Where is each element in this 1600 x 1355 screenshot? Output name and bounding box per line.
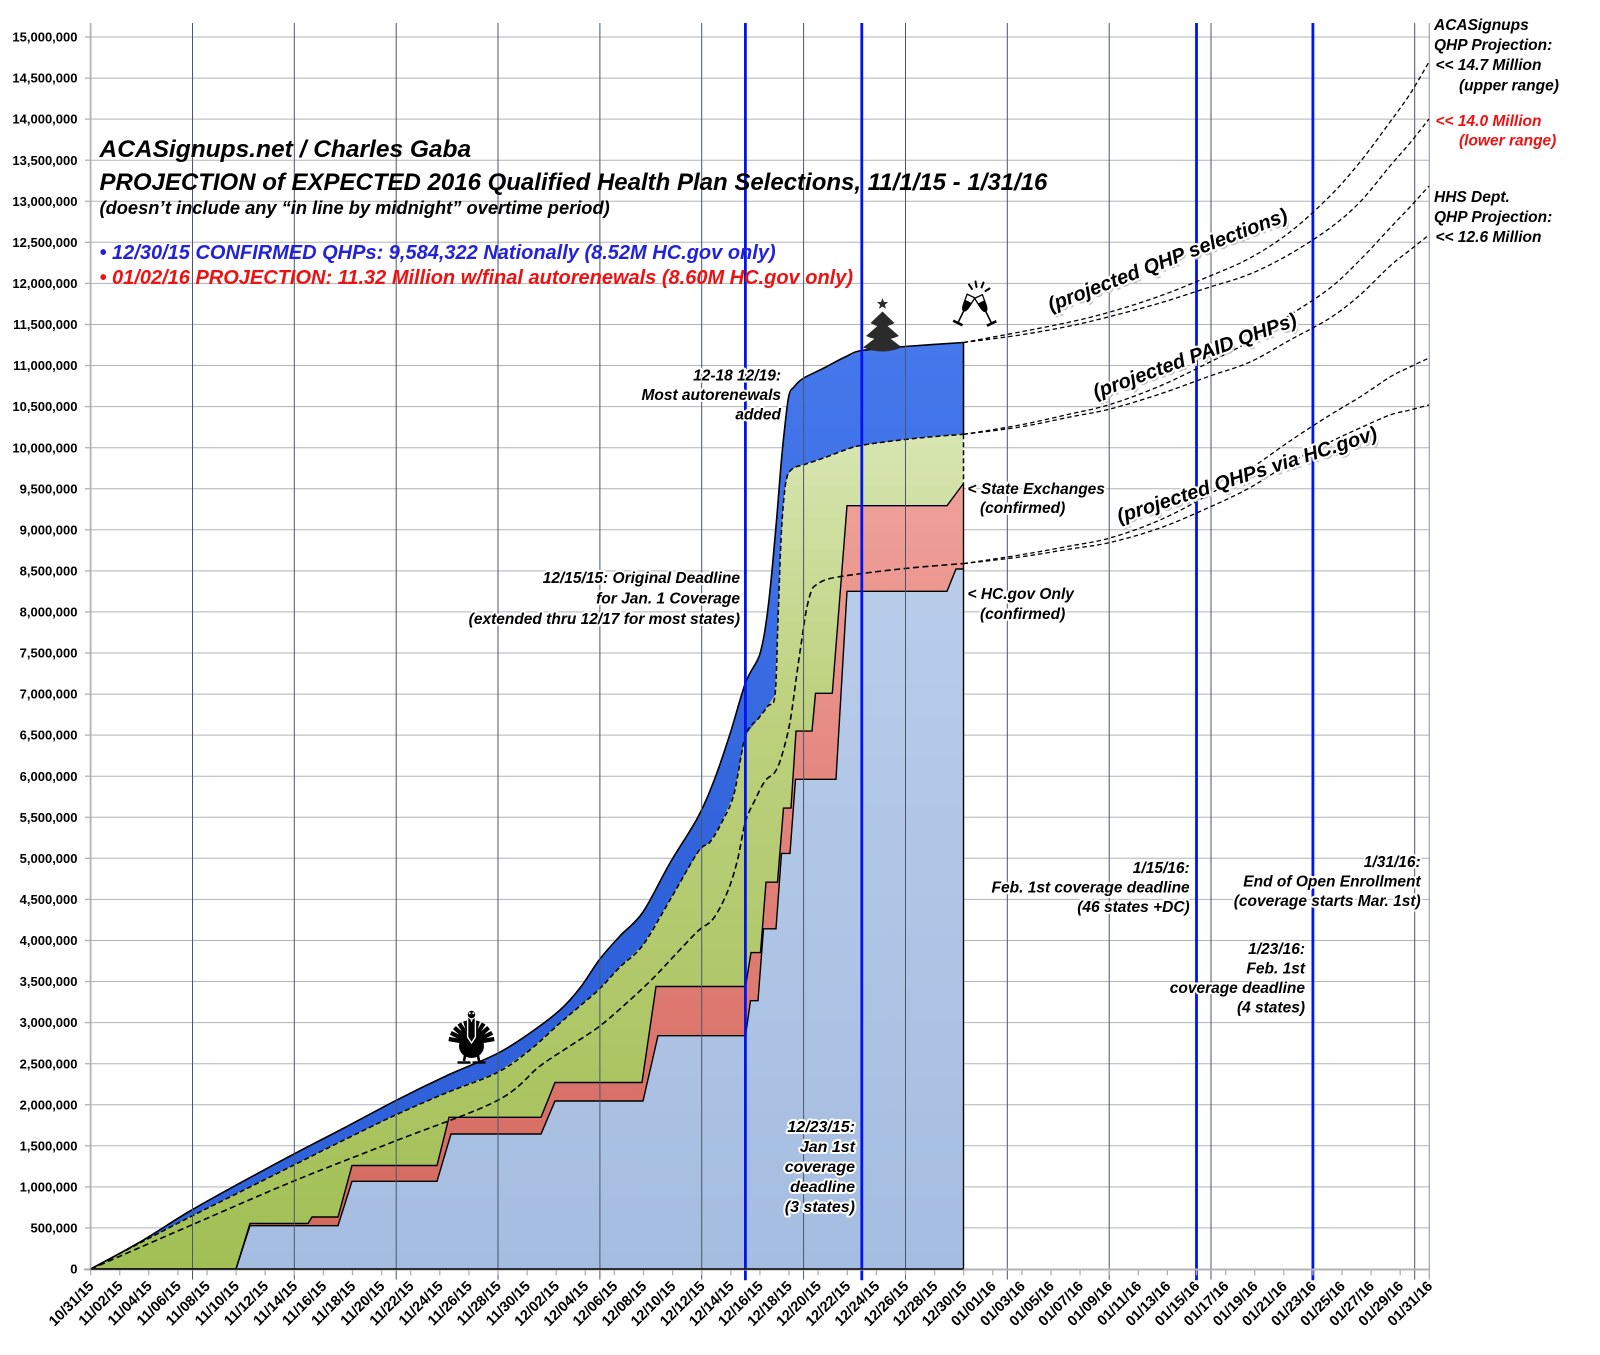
svg-text:ACASignups.net / Charles Gaba: ACASignups.net / Charles Gaba (99, 136, 472, 163)
svg-text:1/31/16:: 1/31/16: (1364, 854, 1421, 871)
svg-text:12,000,000: 12,000,000 (12, 276, 77, 291)
svg-text:0: 0 (70, 1262, 77, 1277)
svg-text:for Jan. 1 Coverage: for Jan. 1 Coverage (596, 590, 740, 607)
svg-text:(confirmed): (confirmed) (980, 606, 1065, 623)
svg-text:5,000,000: 5,000,000 (20, 851, 78, 866)
svg-text:Most autorenewals: Most autorenewals (641, 387, 781, 404)
svg-text:12,500,000: 12,500,000 (12, 235, 77, 250)
svg-text:deadline: deadline (790, 1179, 855, 1196)
svg-text:15,000,000: 15,000,000 (12, 30, 77, 45)
svg-text:13,500,000: 13,500,000 (12, 153, 77, 168)
svg-text:Jan 1st: Jan 1st (800, 1139, 856, 1156)
svg-text:12/15/15: Original Deadline: 12/15/15: Original Deadline (543, 570, 741, 587)
svg-text:HHS Dept.: HHS Dept. (1434, 189, 1510, 206)
svg-text:9,000,000: 9,000,000 (20, 522, 78, 537)
svg-text:(46 states +DC): (46 states +DC) (1077, 899, 1189, 916)
svg-text:3,000,000: 3,000,000 (20, 1015, 78, 1030)
svg-text:500,000: 500,000 (31, 1221, 78, 1236)
svg-text:5,500,000: 5,500,000 (20, 810, 78, 825)
svg-text:< State Exchanges: < State Exchanges (968, 481, 1106, 498)
svg-text:1,000,000: 1,000,000 (20, 1180, 78, 1195)
svg-text:1/15/16:: 1/15/16: (1133, 860, 1190, 877)
svg-text:ACASignups: ACASignups (1433, 17, 1529, 34)
svg-text:2,000,000: 2,000,000 (20, 1097, 78, 1112)
svg-text:added: added (735, 407, 781, 424)
svg-text:7,500,000: 7,500,000 (20, 646, 78, 661)
svg-text:<< 14.7 Million: << 14.7 Million (1436, 57, 1542, 74)
svg-text:(lower range): (lower range) (1459, 133, 1556, 150)
svg-text:6,500,000: 6,500,000 (20, 728, 78, 743)
svg-text:coverage: coverage (785, 1159, 855, 1176)
svg-text:11,000,000: 11,000,000 (13, 358, 77, 373)
svg-text:PROJECTION of EXPECTED 2016 Qu: PROJECTION of EXPECTED 2016 Qualified He… (100, 169, 1049, 196)
svg-text:< HC.gov Only: < HC.gov Only (968, 586, 1076, 603)
svg-text:• 01/02/16 PROJECTION: 11.32 M: • 01/02/16 PROJECTION: 11.32 Million w/f… (100, 267, 854, 289)
svg-text:10,500,000: 10,500,000 (12, 399, 77, 414)
svg-text:12-18 12/19:: 12-18 12/19: (693, 368, 781, 385)
svg-text:6,000,000: 6,000,000 (20, 769, 78, 784)
svg-text:11,500,000: 11,500,000 (13, 317, 77, 332)
svg-text:• 12/30/15 CONFIRMED QHPs: 9,5: • 12/30/15 CONFIRMED QHPs: 9,584,322 Nat… (100, 242, 776, 264)
svg-text:(confirmed): (confirmed) (980, 500, 1065, 517)
svg-text:3,500,000: 3,500,000 (20, 974, 78, 989)
svg-text:(extended thru 12/17 for most: (extended thru 12/17 for most states) (469, 611, 740, 628)
svg-text:14,000,000: 14,000,000 (12, 112, 77, 127)
svg-text:4,000,000: 4,000,000 (20, 933, 78, 948)
svg-text:QHP Projection:: QHP Projection: (1434, 37, 1552, 54)
svg-text:QHP Projection:: QHP Projection: (1434, 209, 1552, 226)
svg-text:(3 states): (3 states) (785, 1199, 855, 1216)
svg-text:(4 states): (4 states) (1237, 1000, 1305, 1017)
svg-text:12/23/15:: 12/23/15: (787, 1119, 855, 1136)
svg-text:8,000,000: 8,000,000 (20, 605, 78, 620)
svg-text:13,000,000: 13,000,000 (12, 194, 77, 209)
svg-text:1,500,000: 1,500,000 (20, 1138, 78, 1153)
svg-text:<< 12.6 Million: << 12.6 Million (1436, 229, 1542, 246)
svg-text:2,500,000: 2,500,000 (20, 1056, 78, 1071)
svg-text:8,500,000: 8,500,000 (20, 564, 78, 579)
svg-text:4,500,000: 4,500,000 (20, 892, 78, 907)
svg-text:Feb. 1st: Feb. 1st (1246, 961, 1305, 978)
svg-text:(coverage starts Mar. 1st): (coverage starts Mar. 1st) (1234, 893, 1421, 910)
svg-text:Feb. 1st coverage deadline: Feb. 1st coverage deadline (992, 880, 1191, 897)
svg-text:coverage deadline: coverage deadline (1170, 980, 1306, 997)
svg-text:<< 14.0 Million: << 14.0 Million (1436, 113, 1542, 130)
svg-text:14,500,000: 14,500,000 (12, 71, 77, 86)
svg-text:7,000,000: 7,000,000 (20, 687, 78, 702)
svg-text:End of Open Enrollment: End of Open Enrollment (1243, 874, 1421, 891)
svg-text:9,500,000: 9,500,000 (20, 481, 78, 496)
svg-text:1/23/16:: 1/23/16: (1248, 941, 1305, 958)
svg-text:(doesn’t include any “in line: (doesn’t include any “in line by midnigh… (100, 197, 610, 218)
svg-text:10,000,000: 10,000,000 (12, 440, 77, 455)
svg-text:(upper range): (upper range) (1459, 78, 1559, 95)
